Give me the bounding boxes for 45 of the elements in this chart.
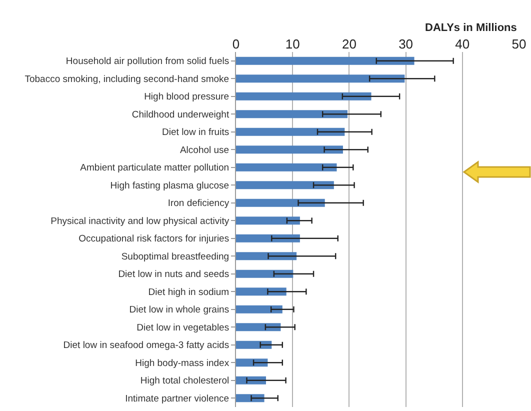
x-axis-title: DALYs in Millions <box>425 22 517 34</box>
y-tick-label: Iron deficiency <box>168 198 230 210</box>
bar <box>236 305 282 314</box>
x-tick-label: 40 <box>455 36 470 52</box>
bar <box>236 128 345 136</box>
y-tick-label: Occupational risk factors for injuries <box>78 234 230 245</box>
bar <box>236 110 348 118</box>
bar <box>236 340 272 349</box>
y-tick-label: Diet high in sodium <box>148 286 230 298</box>
bar <box>236 56 414 65</box>
x-tick-label: 0 <box>232 36 240 52</box>
bar <box>236 323 281 332</box>
bar <box>236 198 325 207</box>
bar <box>236 216 300 225</box>
x-tick-label: 50 <box>512 36 526 52</box>
y-tick-label: Intimate partner violence <box>125 393 230 404</box>
y-tick-label: Childhood underweight <box>132 109 230 120</box>
y-tick-label: Tobacco smoking, including second-hand smoke <box>24 74 230 85</box>
bar <box>236 163 337 172</box>
bar <box>236 270 294 278</box>
bar <box>236 234 300 242</box>
y-tick-label: High blood pressure <box>144 92 230 103</box>
y-tick-label: Diet low in fruits <box>162 127 230 138</box>
bar <box>236 252 297 260</box>
bar <box>236 358 268 367</box>
x-tick-label: 30 <box>398 36 414 52</box>
y-tick-label: Diet low in seafood omega-3 fatty acids <box>63 340 230 352</box>
y-tick-label: High total cholesterol <box>140 376 230 387</box>
y-tick-label: Suboptimal breastfeeding <box>121 251 230 262</box>
y-tick-label: High fasting plasma glucose <box>110 180 230 192</box>
bar <box>236 181 334 190</box>
bar <box>236 74 405 83</box>
y-tick-label: Ambient particulate matter pollution <box>80 162 230 174</box>
y-tick-label: Diet low in vegetables <box>136 322 230 334</box>
y-tick-label: Diet low in nuts and seeds <box>118 269 230 280</box>
bar <box>236 92 372 100</box>
y-tick-label: Alcohol use <box>180 144 230 156</box>
y-tick-label: High body-mass index <box>135 358 230 369</box>
x-tick-label: 10 <box>285 36 300 52</box>
y-tick-label: Diet low in whole grains <box>129 304 230 316</box>
x-tick-label: 20 <box>342 36 356 52</box>
bar <box>236 146 343 154</box>
y-tick-label: Household air pollution from solid fuels <box>66 56 230 68</box>
y-tick-label: Physical inactivity and low physical activity <box>50 216 230 227</box>
bar <box>236 288 286 296</box>
